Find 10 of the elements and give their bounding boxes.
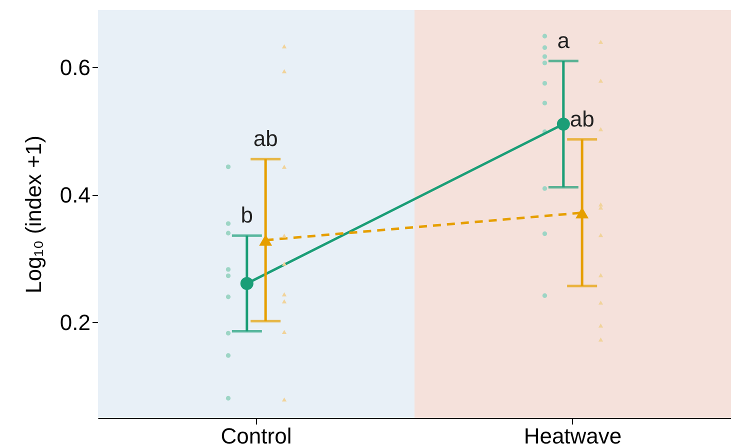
y-tick-label: 0.6 bbox=[60, 54, 90, 80]
x-tick-label: Heatwave bbox=[524, 424, 622, 448]
annotation: ab bbox=[570, 106, 594, 132]
y-tick-label: 0.4 bbox=[60, 182, 90, 208]
annotation: b bbox=[240, 202, 254, 228]
annotation: a bbox=[557, 28, 570, 53]
annotation: ab bbox=[253, 126, 278, 152]
x-tick-label: Control bbox=[220, 424, 292, 448]
y-tick-label: 0.2 bbox=[60, 310, 90, 335]
y-axis-title: Log₁₀ (index +1) bbox=[20, 136, 46, 294]
